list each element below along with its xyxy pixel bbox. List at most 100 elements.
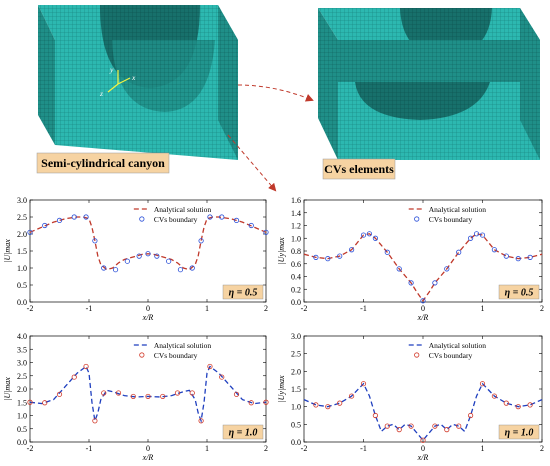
y-tick-label: 0.5 [17, 425, 27, 434]
cv-point [503, 400, 509, 406]
legend-label-cv: CVs boundary [429, 351, 473, 360]
y-tick-label: 1.0 [17, 264, 27, 273]
cv-point [337, 253, 343, 259]
legend-swatch-cv [139, 352, 145, 358]
x-tick-label: 0 [146, 304, 150, 313]
cv-point [432, 423, 438, 429]
y-tick-label: 0.5 [291, 420, 301, 429]
cv-point [479, 232, 486, 238]
cv-point [219, 214, 225, 220]
cv-point [408, 423, 414, 429]
y-tick-label: 0.2 [291, 285, 301, 294]
eta-badge [498, 424, 540, 440]
eta-badge [498, 284, 540, 300]
cv-point [408, 280, 414, 286]
x-tick-label: -1 [360, 304, 367, 313]
y-tick-label: 2.5 [291, 350, 301, 359]
cv-point [207, 214, 213, 220]
cv-point [145, 393, 151, 400]
x-tick-label: 1 [205, 444, 209, 453]
left-side-face [38, 5, 55, 145]
cv-point [101, 265, 107, 271]
cv-point [337, 400, 343, 406]
x-axis-title: x/R [142, 313, 154, 322]
cv-point [198, 238, 204, 244]
x-tick-label: -1 [360, 444, 367, 453]
cv-point [491, 247, 497, 253]
legend-swatch-cv [139, 216, 145, 222]
right-canyon-front [355, 82, 490, 120]
cv-point [360, 232, 367, 238]
cv-point [456, 249, 462, 255]
cv-point [42, 222, 48, 229]
y-axis-title: |U|max [3, 377, 12, 401]
legend-label-analytical: Analytical solution [429, 205, 487, 214]
x-tick-label: -1 [86, 304, 93, 313]
cv-point [325, 404, 331, 410]
cv-point [198, 418, 204, 424]
cv-point [479, 381, 486, 387]
cv-point [360, 381, 367, 387]
x-tick-label: -2 [27, 304, 34, 313]
chart-bottom-right: 0.0 0.5 1.0 1.5 2.0 2.5 3.0 -2 -1 0 1 2 x/R |Uy|max An… [277, 332, 544, 462]
cv-point [366, 231, 373, 237]
cv-point [325, 256, 331, 262]
cv-point [92, 238, 98, 244]
cv-point [71, 214, 77, 220]
cv-point [27, 229, 33, 235]
axis-glyph-z: z [99, 89, 103, 98]
left-right-face [218, 5, 238, 160]
y-tick-label: 2.0 [17, 385, 27, 394]
cv-point [189, 265, 195, 271]
legend-swatch-cv [414, 352, 420, 358]
right-right-face [520, 8, 540, 160]
x-tick-label: 2 [264, 304, 268, 313]
arrow-to-cv-model [237, 84, 314, 102]
analytical-line [29, 216, 267, 271]
cv-point [71, 374, 77, 380]
canyon-front-cut [112, 40, 215, 112]
eta-badge [222, 424, 264, 440]
y-tick-label: 4.0 [17, 332, 27, 341]
canyon-label: Semi-cylindrical canyon [41, 156, 165, 170]
cv-point [372, 235, 378, 241]
y-tick-label: 1.0 [291, 234, 301, 243]
cv-point [56, 391, 63, 397]
y-axis-title: |U|max [3, 239, 12, 263]
cv-point [527, 402, 533, 408]
cv-point [115, 390, 122, 396]
cv-point [372, 412, 378, 419]
analytical-line [29, 365, 267, 424]
y-tick-label: 1.0 [17, 412, 27, 421]
cv-point [348, 393, 355, 399]
x-tick-label: 2 [540, 304, 544, 313]
cv-point [515, 256, 521, 262]
y-tick-label: 1.0 [291, 403, 301, 412]
eta-label: η = 1.0 [505, 428, 534, 439]
y-tick-label: 0.8 [291, 247, 301, 256]
chart-bottom-left: 0.0 0.5 1.0 1.5 2.0 2.5 3.0 3.5 4.0 -2 -1 0 1 2 x/R |U|… [3, 332, 269, 462]
chart-top-right: 0.0 0.2 0.4 0.6 0.8 1.0 1.2 1.4 1.6 -2 -1 0 1 2 x/R |Uy… [277, 196, 544, 322]
y-tick-label: 0.4 [291, 273, 301, 282]
y-tick-label: 2.0 [17, 230, 27, 239]
cv-point [384, 249, 390, 255]
x-tick-label: 0 [421, 444, 425, 453]
cv-point [420, 298, 426, 304]
cv-point [56, 217, 63, 223]
cv-point [348, 247, 355, 253]
legend-label-cv: CVs boundary [154, 351, 198, 360]
axis-glyph-y: y [109, 65, 114, 74]
y-tick-label: 2.0 [291, 367, 301, 376]
y-axis-title: |Uy|max [277, 237, 286, 265]
cv-point [527, 254, 533, 260]
y-tick-label: 1.5 [17, 247, 27, 256]
cv-point [384, 423, 390, 429]
cv-elements-model: CVs elements [318, 8, 540, 180]
cv-point [130, 393, 136, 400]
legend-label-analytical: Analytical solution [154, 341, 212, 350]
x-tick-label: 2 [540, 444, 544, 453]
cv-point [145, 251, 151, 257]
cv-point [154, 253, 160, 259]
x-tick-label: 1 [481, 304, 485, 313]
